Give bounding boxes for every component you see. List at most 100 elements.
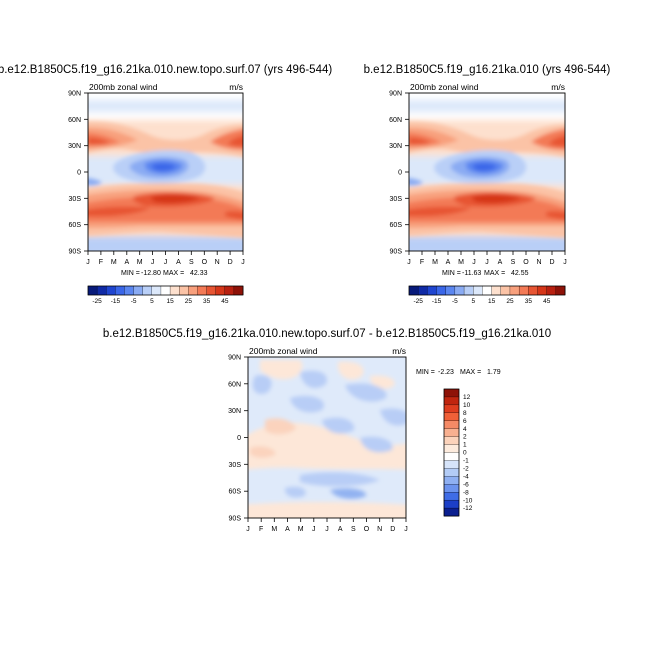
colorbar-swatch (96, 285, 107, 296)
y-tick-label: 60N (228, 381, 241, 388)
colorbar-label: 35 (203, 298, 211, 305)
panel-b-title: b.e12.B1850C5.f19_g16.21ka.010 (yrs 496-… (364, 64, 611, 76)
x-tick-label: F (259, 526, 263, 533)
colorbar-label: -4 (463, 473, 469, 480)
y-tick-label: 60S (229, 489, 242, 496)
colorbar-label: 25 (185, 298, 193, 305)
panel-c-title: b.e12.B1850C5.f19_g16.21ka.010.new.topo.… (103, 328, 551, 340)
colorbar-label: 45 (221, 298, 229, 305)
colorbar-label: 12 (463, 394, 471, 401)
colorbar-label: 8 (463, 410, 467, 417)
panel-c-y-axis: 90N 60N 30N 0 30S 60S 90S (228, 355, 248, 523)
colorbar-swatch (197, 285, 207, 296)
colorbar-swatch (151, 285, 162, 296)
colorbar-swatch (491, 285, 502, 296)
x-tick-label: O (364, 526, 370, 533)
colorbar-swatch (509, 285, 520, 296)
x-tick-label: D (228, 259, 233, 266)
colorbar-swatch (443, 460, 460, 469)
colorbar-swatch (443, 436, 460, 446)
colorbar-swatch (546, 285, 557, 296)
x-tick-label: F (420, 259, 424, 266)
colorbar-label: -5 (131, 298, 137, 305)
colorbar-swatch (443, 507, 460, 517)
panel-b-max-label: MAX = (484, 270, 505, 277)
panel-b-x-axis: J F M A M J J A S O N D J (407, 251, 567, 266)
colorbar-swatch (482, 285, 493, 296)
colorbar-label: -5 (452, 298, 458, 305)
colorbar-label: -10 (463, 497, 473, 504)
colorbar-label: -25 (92, 298, 102, 305)
x-tick-label: N (215, 259, 220, 266)
y-tick-label: 90N (228, 355, 241, 362)
panel-a-max-value: 42.33 (190, 270, 208, 277)
panel-c: b.e12.B1850C5.f19_g16.21ka.010.new.topo.… (103, 328, 551, 533)
colorbar-label: -15 (432, 298, 442, 305)
colorbar-label: -25 (413, 298, 423, 305)
panel-a: b.e12.B1850C5.f19_g16.21ka.010.new.topo.… (0, 64, 332, 305)
panel-a-subtitle: 200mb zonal wind (89, 82, 158, 92)
x-tick-label: J (325, 526, 329, 533)
colorbar-swatch (443, 388, 460, 398)
x-tick-label: J (472, 259, 476, 266)
colorbar-label: 5 (471, 298, 475, 305)
colorbar-swatch (427, 285, 437, 296)
y-tick-label: 30S (69, 196, 82, 203)
panel-c-min-label: MIN = (416, 369, 435, 376)
colorbar-label: -2 (463, 466, 469, 473)
panel-c-max-label: MAX = (460, 369, 481, 376)
colorbar-label: 0 (463, 450, 467, 457)
colorbar-swatch (528, 285, 538, 296)
colorbar-swatch (160, 285, 171, 296)
colorbar-swatch (443, 420, 460, 430)
colorbar-swatch (418, 285, 428, 296)
y-tick-label: 0 (77, 170, 81, 177)
panel-c-colorbar: 12 10 8 6 4 2 1 0 -1 -2 -4 -6 -8 -10 -12 (443, 388, 473, 517)
panel-b-min-label: MIN = (442, 270, 461, 277)
colorbar-swatch (555, 285, 566, 296)
colorbar-swatch (408, 285, 419, 296)
panel-a-max-label: MAX = (163, 270, 184, 277)
x-tick-label: D (549, 259, 554, 266)
panel-b-y-axis: 90N 60N 30N 0 30S 60S 90S (389, 91, 409, 256)
colorbar-label: 1 (463, 442, 467, 449)
panel-c-units: m/s (392, 346, 406, 356)
colorbar-swatch (463, 285, 474, 296)
x-tick-label: D (390, 526, 395, 533)
colorbar-label: -8 (463, 489, 469, 496)
y-tick-label: 60S (69, 222, 82, 229)
colorbar-swatch (215, 285, 226, 296)
x-tick-label: J (241, 259, 245, 266)
y-tick-label: 30N (389, 143, 402, 150)
x-tick-label: N (536, 259, 541, 266)
panel-b-units: m/s (551, 82, 565, 92)
x-tick-label: J (246, 526, 250, 533)
panel-c-x-axis: J F M A M J J A S O N D J (246, 518, 408, 533)
panel-a-title: b.e12.B1850C5.f19_g16.21ka.010.new.topo.… (0, 64, 332, 76)
panel-c-subtitle: 200mb zonal wind (249, 346, 318, 356)
colorbar-label: 15 (166, 298, 174, 305)
x-tick-label: S (511, 259, 516, 266)
panel-a-units: m/s (229, 82, 243, 92)
panel-a-stats: MIN = -12.80 MAX = 42.33 (121, 270, 208, 277)
panel-c-max-value: 1.79 (487, 369, 501, 376)
y-tick-label: 30N (68, 143, 81, 150)
colorbar-swatch (454, 285, 465, 296)
x-tick-label: F (99, 259, 103, 266)
colorbar-swatch (518, 285, 529, 296)
colorbar-swatch (224, 285, 235, 296)
colorbar-swatch (179, 285, 189, 296)
colorbar-swatch (537, 285, 548, 296)
colorbar-swatch (443, 468, 460, 477)
colorbar-swatch (206, 285, 217, 296)
colorbar-swatch (500, 285, 511, 296)
x-tick-label: A (285, 526, 290, 533)
y-tick-label: 0 (237, 435, 241, 442)
x-tick-label: J (404, 526, 408, 533)
colorbar-swatch (133, 285, 144, 296)
x-tick-label: M (458, 259, 464, 266)
x-tick-label: J (563, 259, 567, 266)
colorbar-label: 35 (525, 298, 533, 305)
y-tick-label: 30S (229, 462, 242, 469)
panel-a-field (88, 93, 243, 251)
